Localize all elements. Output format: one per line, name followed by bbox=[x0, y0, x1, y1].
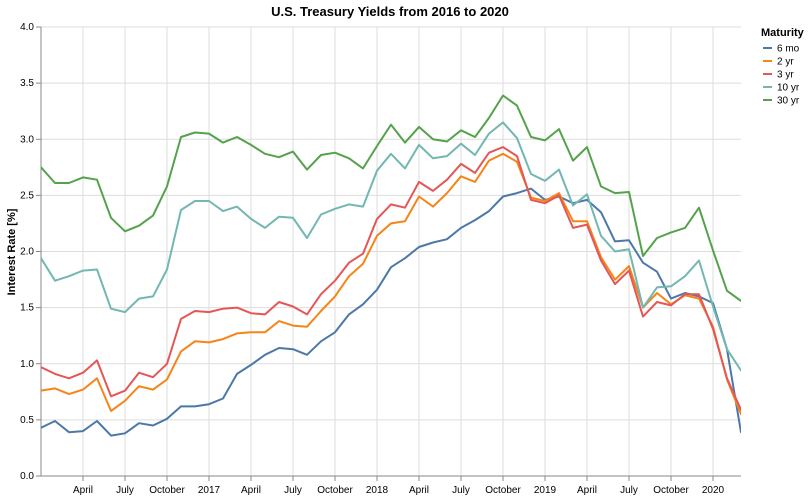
x-tick-label: July bbox=[284, 485, 302, 496]
legend-label: 30 yr bbox=[777, 96, 800, 107]
series-line-2-yr bbox=[41, 152, 741, 416]
x-tick-label: October bbox=[485, 485, 521, 496]
x-tick-label: October bbox=[317, 485, 353, 496]
legend-title: Maturity bbox=[761, 27, 805, 39]
series-line-6-mo bbox=[41, 187, 741, 437]
y-tick-label: 1.0 bbox=[20, 359, 34, 370]
y-tick-label: 4.0 bbox=[20, 22, 34, 33]
y-tick-label: 2.5 bbox=[20, 190, 34, 201]
series-line-30-yr bbox=[41, 94, 741, 302]
y-tick-label: 0.5 bbox=[20, 415, 34, 426]
x-tick-label: July bbox=[452, 485, 470, 496]
axes: 0.0 0.5 1.0 1.5 2.0 2.5 3.0 3.5 4.0 April July Octo… bbox=[20, 22, 741, 496]
legend: Maturity 6 mo 2 yr 3 yr 10 yr 30 yr bbox=[761, 27, 805, 107]
y-tick-label: 0.0 bbox=[20, 471, 34, 482]
x-tick-label: April bbox=[409, 485, 429, 496]
x-tick-label: July bbox=[620, 485, 638, 496]
series-line-10-yr bbox=[41, 121, 741, 372]
x-tick-label: October bbox=[653, 485, 689, 496]
series-line-3-yr bbox=[41, 146, 741, 411]
legend-label: 2 yr bbox=[777, 57, 794, 68]
x-tick-label: April bbox=[577, 485, 597, 496]
x-tick-label: July bbox=[116, 485, 134, 496]
legend-label: 3 yr bbox=[777, 70, 794, 81]
y-axis-title: Interest Rate [%] bbox=[6, 208, 18, 295]
x-tick-label: 2019 bbox=[534, 485, 557, 496]
y-tick-label: 3.5 bbox=[20, 78, 34, 89]
x-tick-label: 2017 bbox=[198, 485, 221, 496]
x-tick-label: April bbox=[73, 485, 93, 496]
chart-title: U.S. Treasury Yields from 2016 to 2020 bbox=[271, 4, 509, 19]
legend-label: 6 mo bbox=[777, 44, 800, 55]
y-tick-label: 2.0 bbox=[20, 247, 34, 258]
x-tick-label: October bbox=[149, 485, 185, 496]
x-tick-label: April bbox=[241, 485, 261, 496]
y-tick-label: 1.5 bbox=[20, 303, 34, 314]
y-tick-label: 3.0 bbox=[20, 134, 34, 145]
x-tick-label: 2018 bbox=[366, 485, 389, 496]
series-lines bbox=[41, 94, 741, 437]
x-tick-label: 2020 bbox=[702, 485, 725, 496]
legend-label: 10 yr bbox=[777, 83, 800, 94]
